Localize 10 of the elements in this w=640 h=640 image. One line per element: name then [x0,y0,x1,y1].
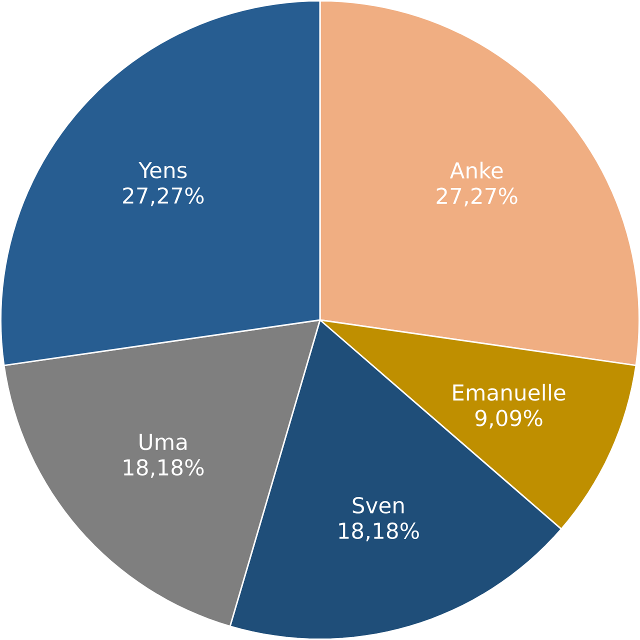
slice-label: Yens [138,162,187,178]
slice-label: Emanuelle [453,384,566,401]
data-label: 9,09% [475,410,542,429]
data-label: 27,27% [123,187,204,206]
data-label: 18,18% [339,522,419,542]
slice-label: Sven [352,496,404,514]
slice-label: Uma [140,434,187,450]
data-label: 18,18% [124,459,204,478]
data-label: 27,27% [436,188,518,206]
slice-label: Anke [450,162,503,179]
